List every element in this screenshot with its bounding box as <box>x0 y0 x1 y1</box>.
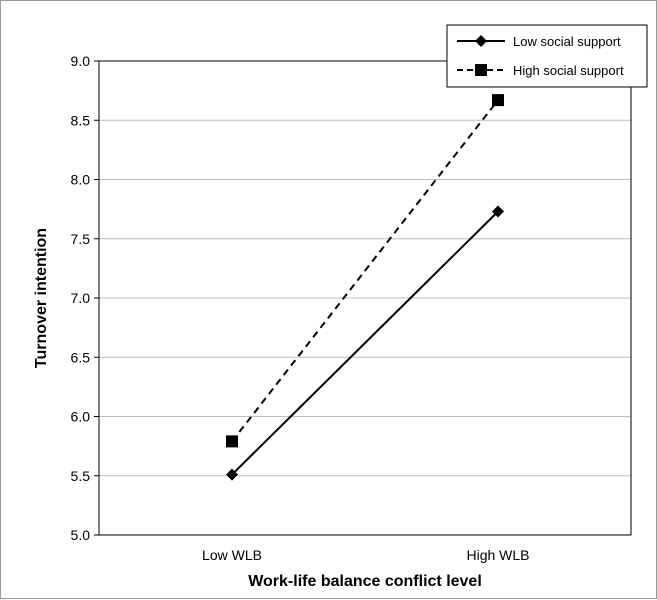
y-tick-label: 6.5 <box>71 349 91 365</box>
y-axis-title: Turnover intention <box>33 228 50 368</box>
legend-label-low-social-support: Low social support <box>513 34 621 49</box>
series-line-high-social-support <box>231 99 499 442</box>
y-tick-label: 8.5 <box>71 112 91 128</box>
data-point-high-social-support <box>492 94 504 107</box>
x-tick-label: High WLB <box>466 547 529 563</box>
y-tick-label: 7.0 <box>71 290 91 306</box>
data-point-low-social-support <box>226 468 238 481</box>
y-tick-label: 6.0 <box>71 409 91 425</box>
legend-marker-low-social-support <box>475 35 487 47</box>
gridlines <box>99 119 631 477</box>
series-line-low-social-support <box>231 210 499 476</box>
data-point-low-social-support <box>492 205 504 218</box>
legend-box <box>446 24 648 88</box>
y-tick-label: 7.5 <box>71 231 91 247</box>
legend-label-high-social-support: High social support <box>513 63 624 78</box>
legend: Low social support High social support <box>446 24 648 88</box>
legend-marker-high-social-support <box>475 64 487 76</box>
y-tick-label: 5.0 <box>71 527 91 543</box>
data-point-high-social-support <box>226 435 238 448</box>
y-tick-label: 9.0 <box>71 53 91 69</box>
y-tick-label: 8.0 <box>71 172 91 188</box>
x-axis-ticks: Low WLB High WLB <box>202 547 529 563</box>
y-tick-label: 5.5 <box>71 468 91 484</box>
x-tick-label: Low WLB <box>202 547 262 563</box>
y-axis-ticks: 5.0 5.5 6.0 6.5 7.0 7.5 8.0 8.5 9.0 <box>71 53 99 543</box>
x-axis-title: Work-life balance conflict level <box>248 573 482 590</box>
series-group <box>226 94 504 481</box>
